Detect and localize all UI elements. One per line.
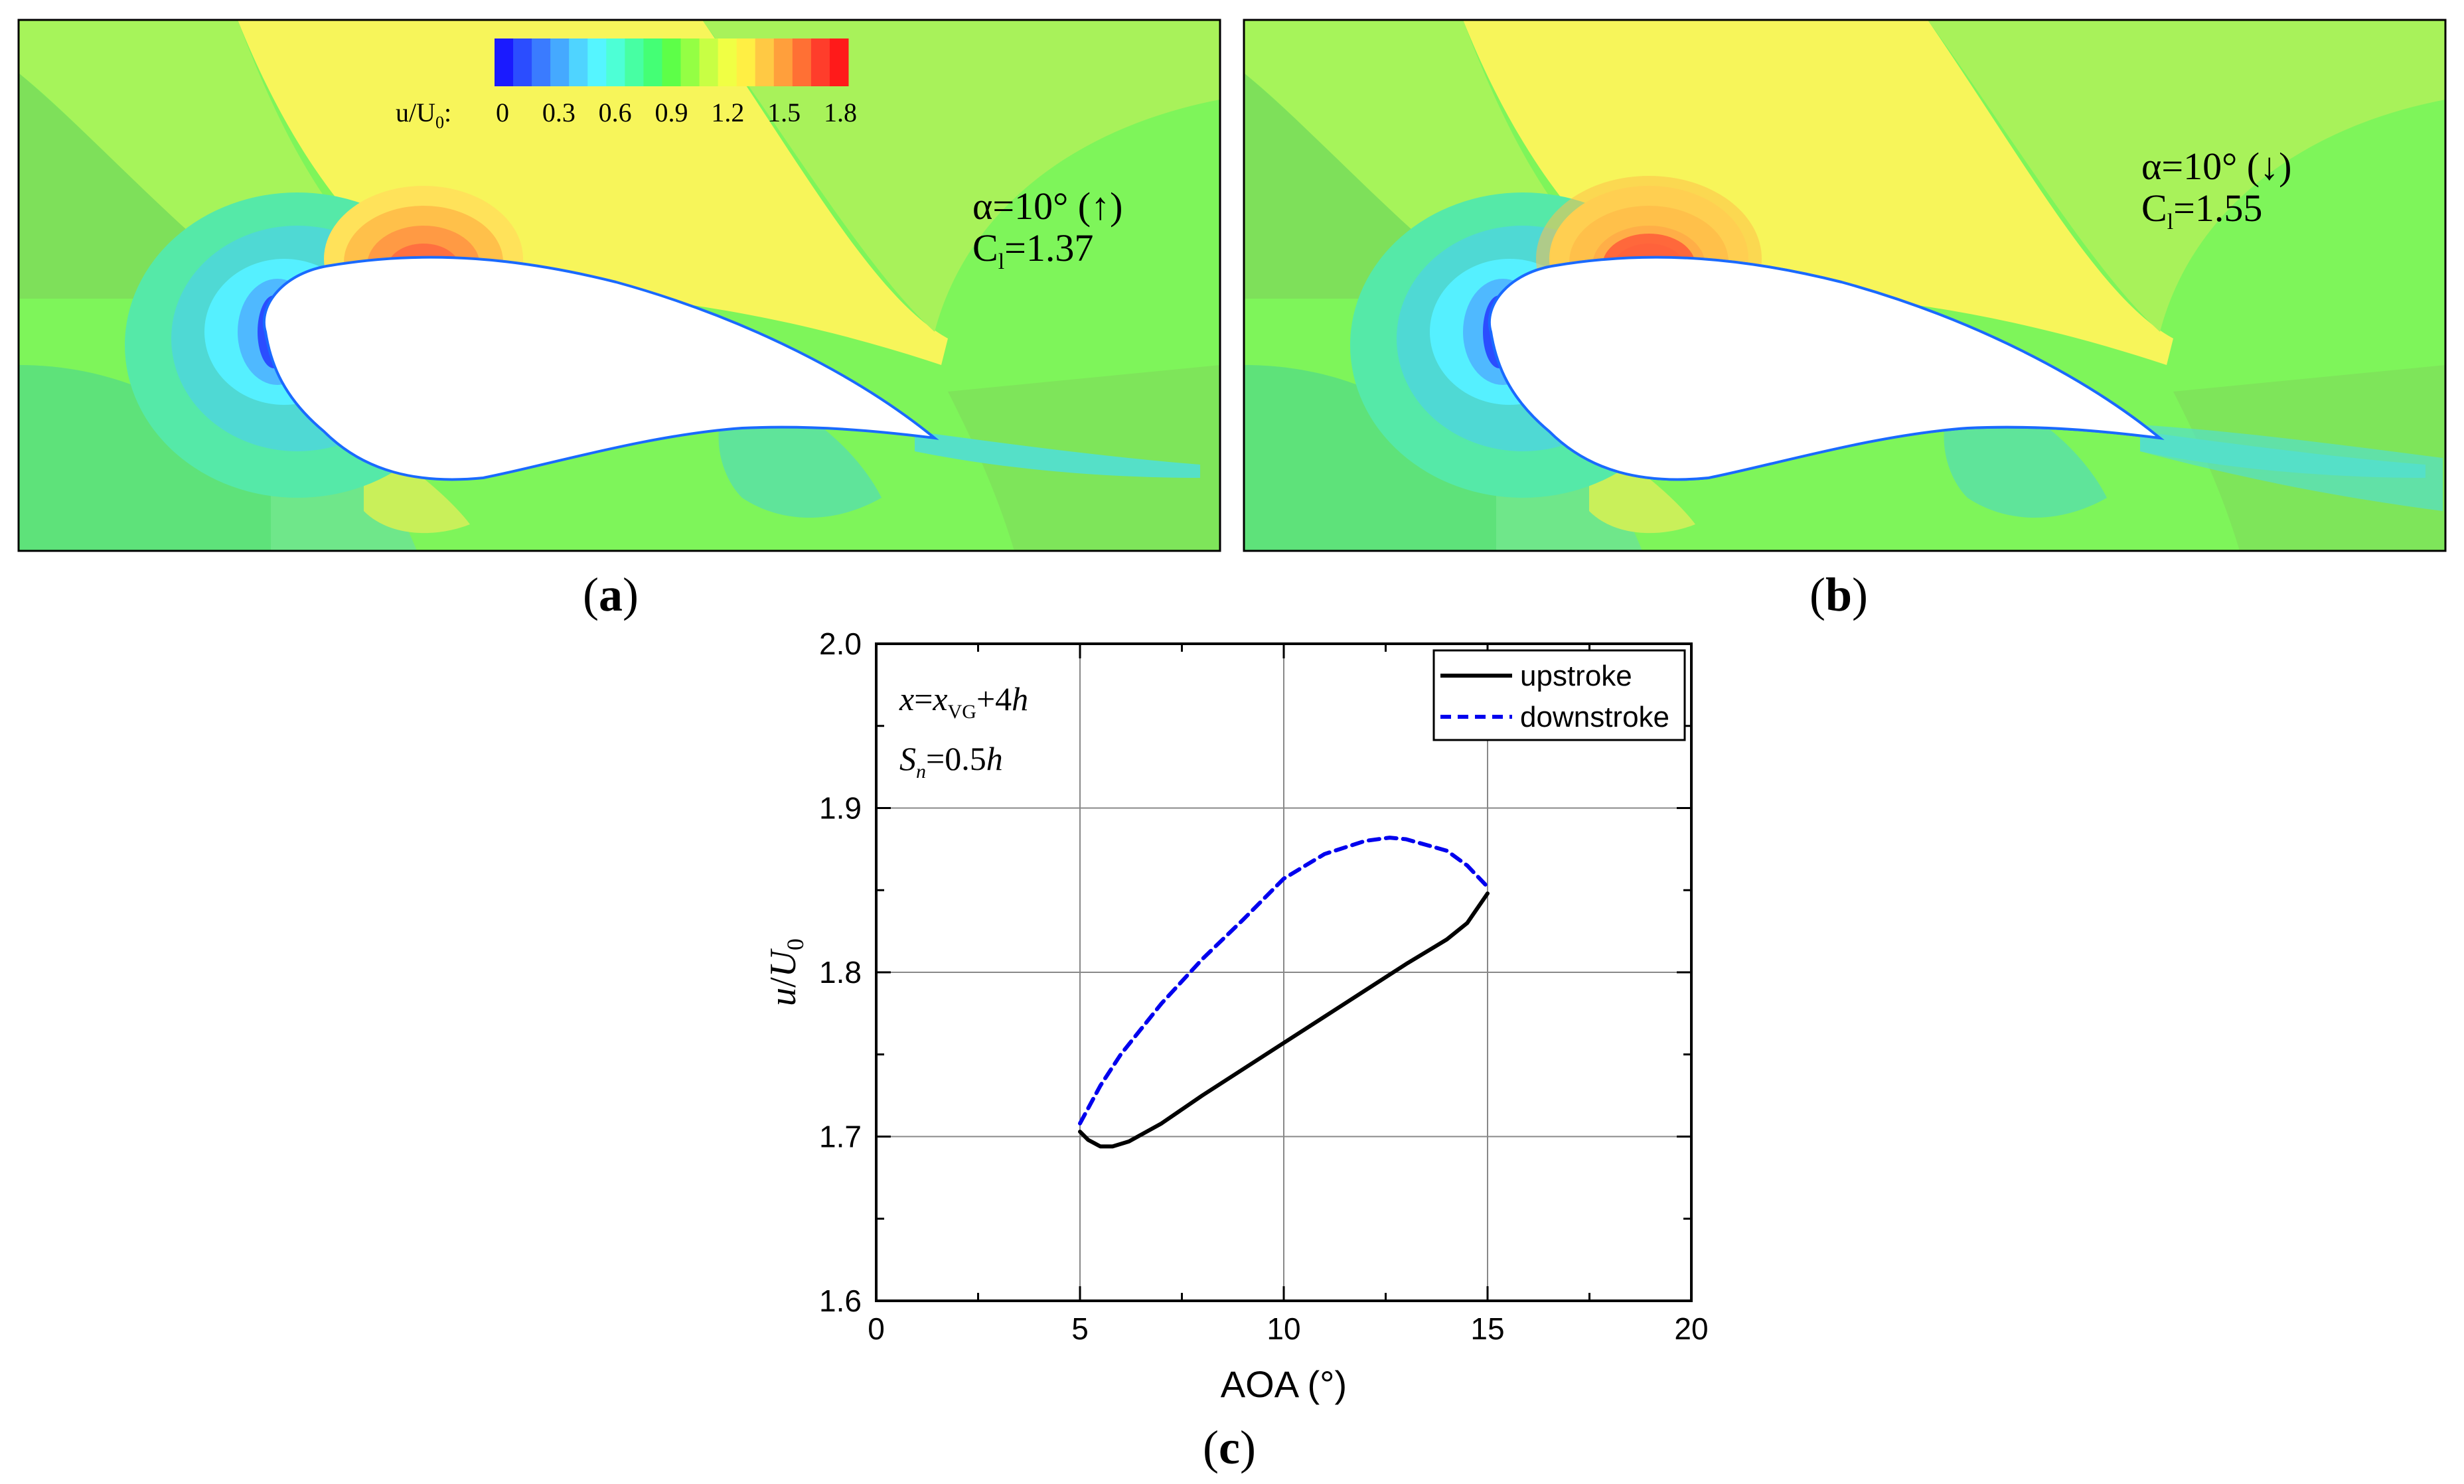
annotation-spacing: Sn=0.5h [899, 740, 1003, 782]
colorbar-tick-label: 1.5 [767, 98, 801, 127]
alpha-label-a: α=10° (↑) [972, 185, 1122, 228]
colorbar-swatch [755, 38, 775, 86]
colorbar-swatch [699, 38, 719, 86]
colorbar-tick-label: 0.9 [655, 98, 688, 127]
colorbar-tick-label: 1.2 [711, 98, 744, 127]
lift-coefficient-a: Cl=1.37 [972, 226, 1093, 274]
x-tick-label: 15 [1470, 1311, 1504, 1346]
x-tick-label: 10 [1267, 1311, 1300, 1346]
colorbar-swatch [532, 38, 551, 86]
x-axis-label: AOA (°) [1221, 1363, 1347, 1405]
colorbar-swatch [718, 38, 737, 86]
legend: upstroke downstroke [1432, 649, 1686, 741]
y-tick-label: 2.0 [819, 627, 862, 661]
series-lines [1078, 836, 1490, 1149]
colorbar-swatch [736, 38, 756, 86]
legend-box [1432, 649, 1686, 741]
chart-panel-c: 0 5 10 15 20 1.6 1.7 1.8 1.9 2.0 AOA (°) u/U0 x=x… [763, 627, 1709, 1474]
panel-b: α=10° (↓) Cl=1.55 (b) [1243, 19, 2447, 621]
colorbar-swatch [773, 38, 793, 86]
y-tick-label: 1.7 [819, 1120, 862, 1154]
colorbar-tick-label: 0.3 [542, 98, 576, 127]
colorbar-swatch [643, 38, 662, 86]
legend-label-upstroke: upstroke [1520, 660, 1632, 692]
annotation-x-position: x=xVG+4h [899, 680, 1028, 723]
grid-lines [876, 644, 1691, 1301]
colorbar-label: u/U0: [396, 98, 451, 132]
colorbar-swatch [625, 38, 644, 86]
series-line-upstroke [1078, 891, 1490, 1149]
colorbar-tick-label: 0.6 [599, 98, 632, 127]
colorbar-swatch [792, 38, 812, 86]
y-axis-label: u/U0 [763, 938, 809, 1006]
caption-b: (b) [1810, 568, 1868, 621]
colorbar-swatch [513, 38, 532, 86]
colorbar-swatch [550, 38, 570, 86]
colorbar-swatch [569, 38, 588, 86]
colorbar-swatch [829, 38, 849, 86]
y-tick-label: 1.8 [819, 955, 862, 990]
x-tick-label: 20 [1674, 1311, 1708, 1346]
panel-a: 0 0.3 0.6 0.9 1.2 1.5 1.8 u/U0: α=10° (↑) Cl=1… [17, 19, 1221, 621]
alpha-label-b: α=10° (↓) [2141, 145, 2291, 188]
caption-a: (a) [583, 568, 639, 621]
colorbar: 0 0.3 0.6 0.9 1.2 1.5 1.8 [495, 38, 857, 127]
lift-coefficient-b: Cl=1.55 [2141, 186, 2262, 234]
y-tick-label: 1.6 [819, 1284, 862, 1318]
colorbar-swatch [495, 38, 514, 86]
colorbar-swatch [587, 38, 607, 86]
y-tick-label: 1.9 [819, 791, 862, 826]
axis-ticks: 0 5 10 15 20 1.6 1.7 1.8 1.9 2.0 [819, 627, 1709, 1346]
x-tick-label: 0 [868, 1311, 885, 1346]
colorbar-swatch [662, 38, 682, 86]
series-line-downstroke [1078, 836, 1490, 1126]
caption-c: (c) [1203, 1421, 1256, 1474]
colorbar-swatch [810, 38, 830, 86]
colorbar-tick-label: 0 [496, 98, 509, 127]
legend-label-downstroke: downstroke [1520, 701, 1669, 733]
colorbar-swatch [680, 38, 700, 86]
colorbar-swatch [606, 38, 625, 86]
colorbar-tick-label: 1.8 [824, 98, 857, 127]
x-tick-label: 5 [1071, 1311, 1089, 1346]
